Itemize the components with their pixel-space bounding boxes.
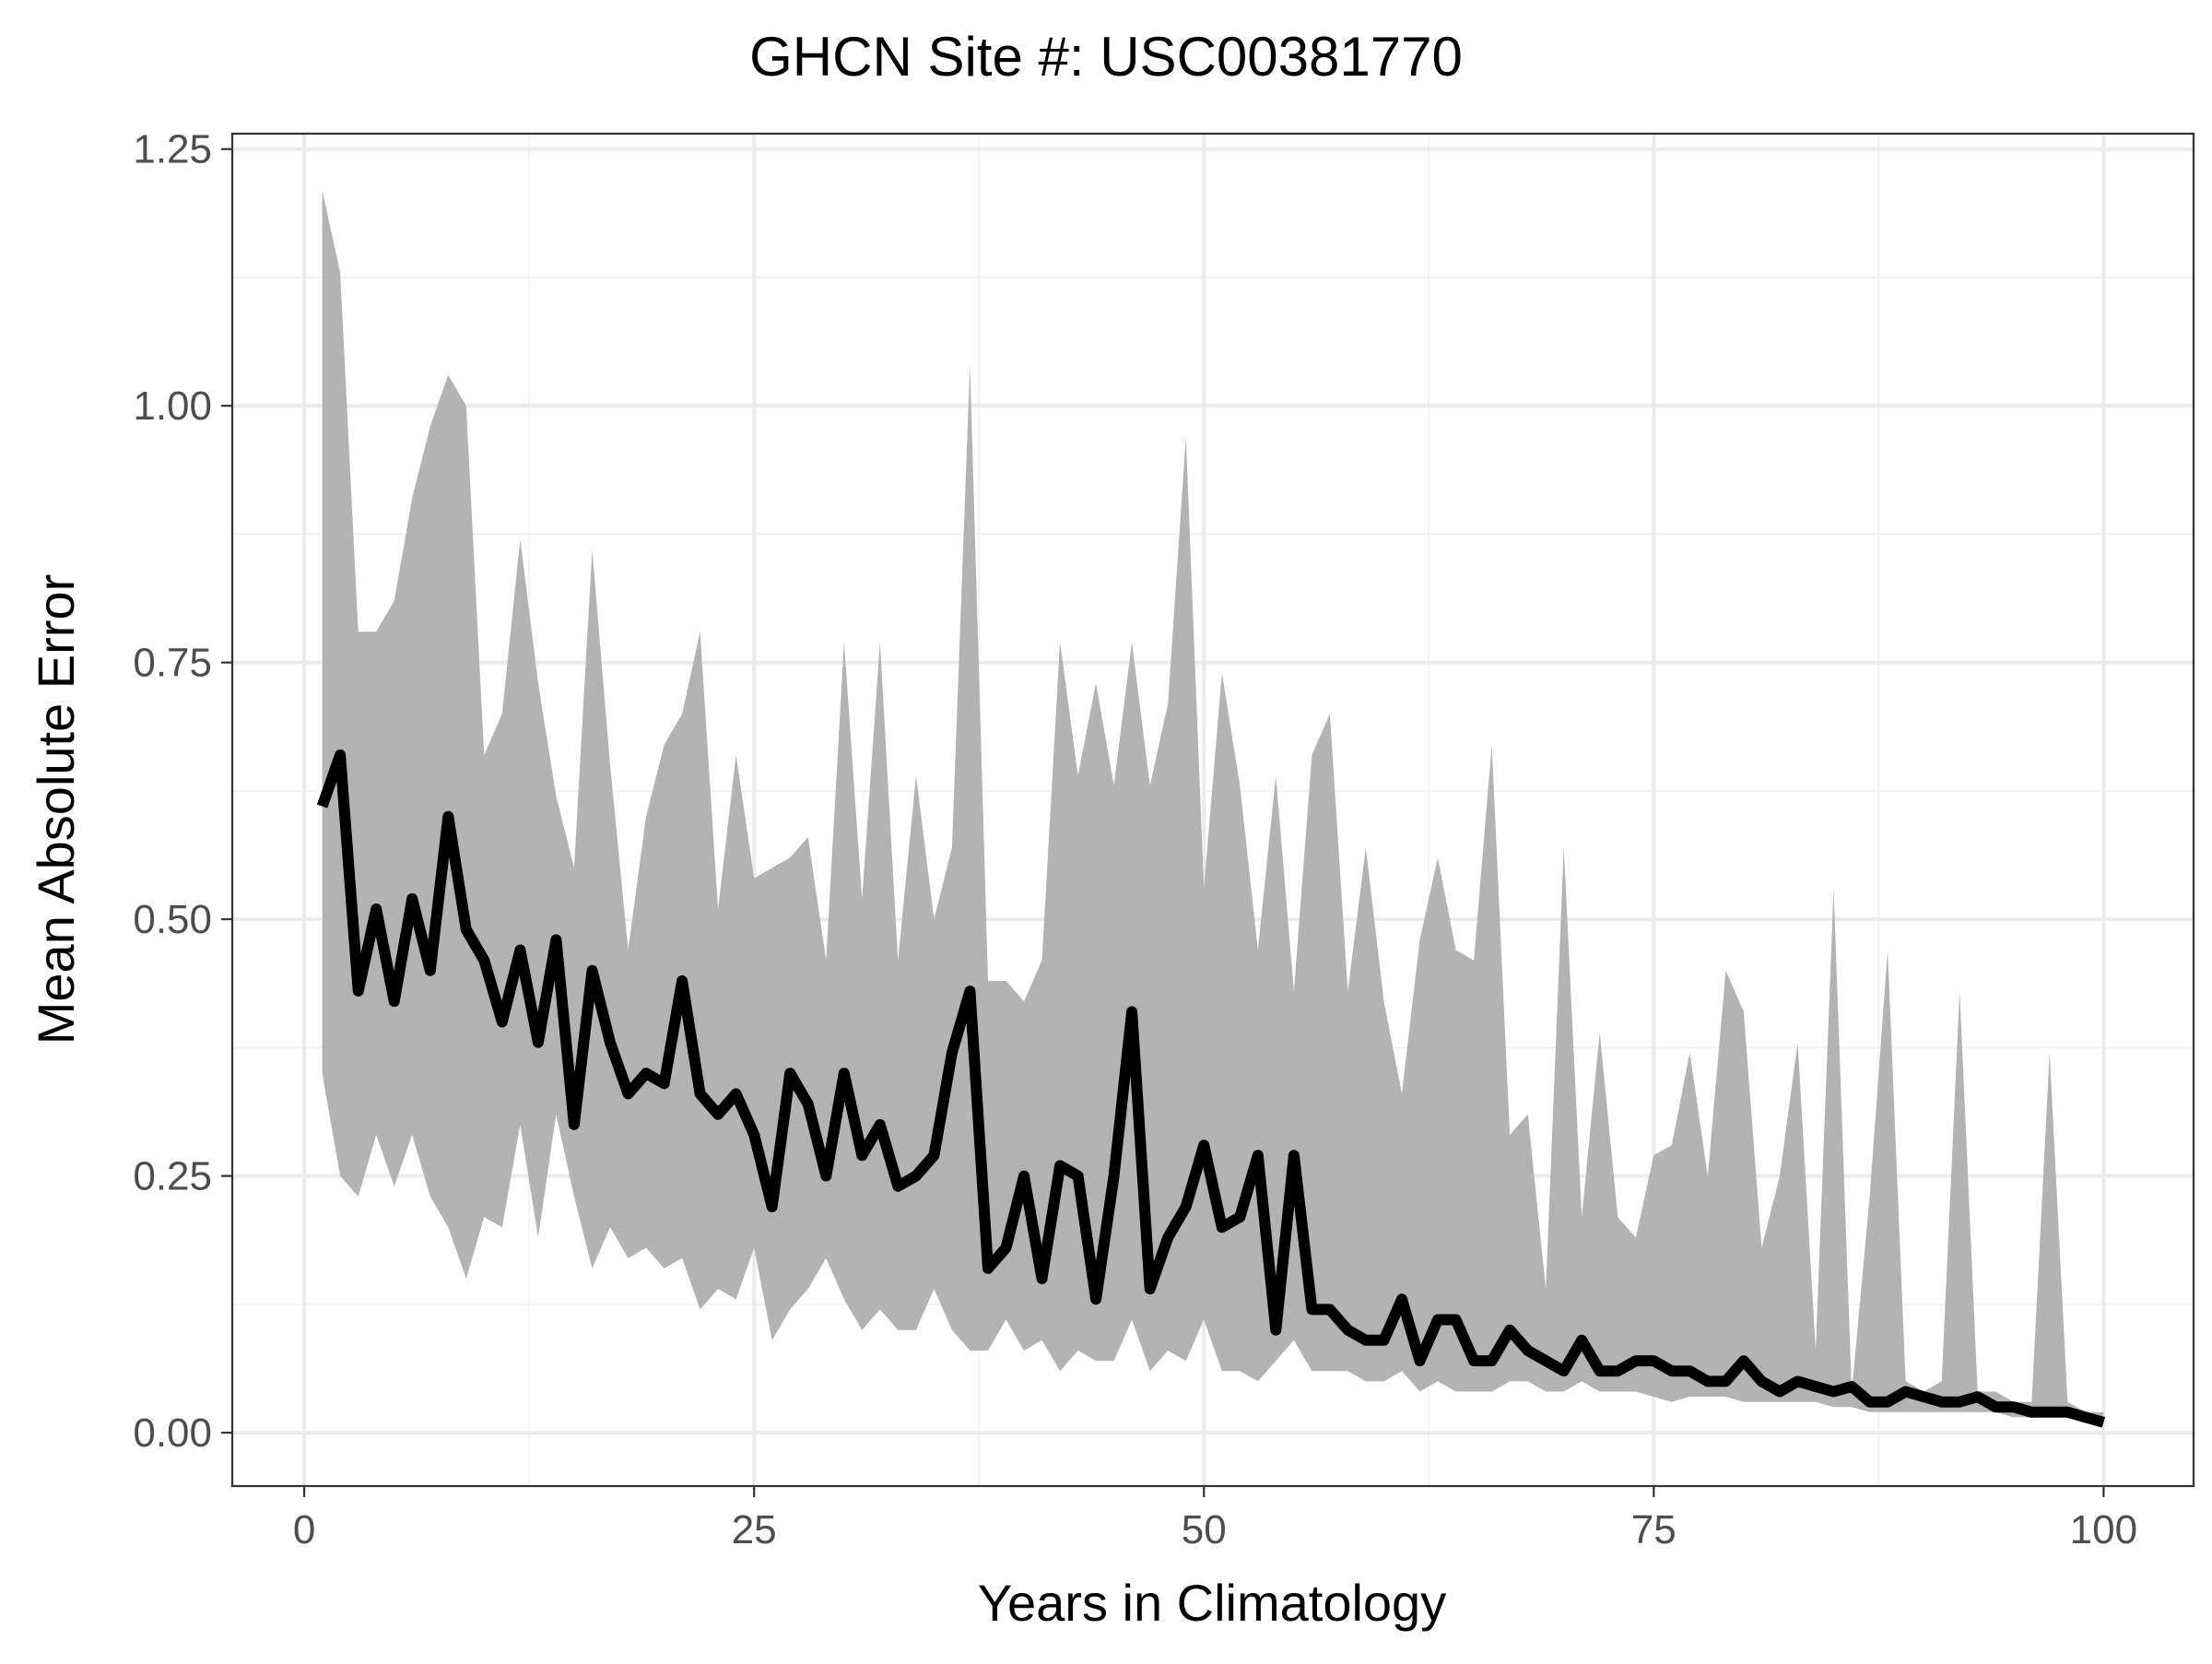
x-tick-label: 0 — [293, 1507, 315, 1552]
x-tick-label: 75 — [1631, 1507, 1677, 1552]
x-tick-label: 25 — [732, 1507, 777, 1552]
y-tick-label: 0.50 — [133, 897, 212, 942]
error-range-ribbon — [322, 190, 2104, 1422]
y-tick-label: 0.00 — [133, 1410, 212, 1456]
y-tick-label: 0.25 — [133, 1154, 212, 1199]
y-axis: 0.00 0.25 0.50 0.75 1.00 1.25 — [133, 127, 232, 1456]
x-axis-title: Years in Climatology — [978, 1574, 1446, 1632]
y-tick-label: 0.75 — [133, 641, 212, 686]
plot-panel-border — [230, 132, 2195, 1488]
x-axis: 0 25 50 75 100 — [293, 1486, 2137, 1552]
y-tick-label: 1.25 — [133, 127, 212, 172]
x-tick-label: 50 — [1182, 1507, 1227, 1552]
chart-title: GHCN Site #: USC00381770 — [749, 26, 1463, 88]
y-axis-title: Mean Absolute Error — [27, 574, 85, 1044]
y-tick-label: 1.00 — [133, 384, 212, 429]
x-tick-label: 100 — [2070, 1507, 2137, 1552]
mean-absolute-error-line — [316, 749, 2106, 1428]
grid-major — [232, 134, 2194, 1486]
